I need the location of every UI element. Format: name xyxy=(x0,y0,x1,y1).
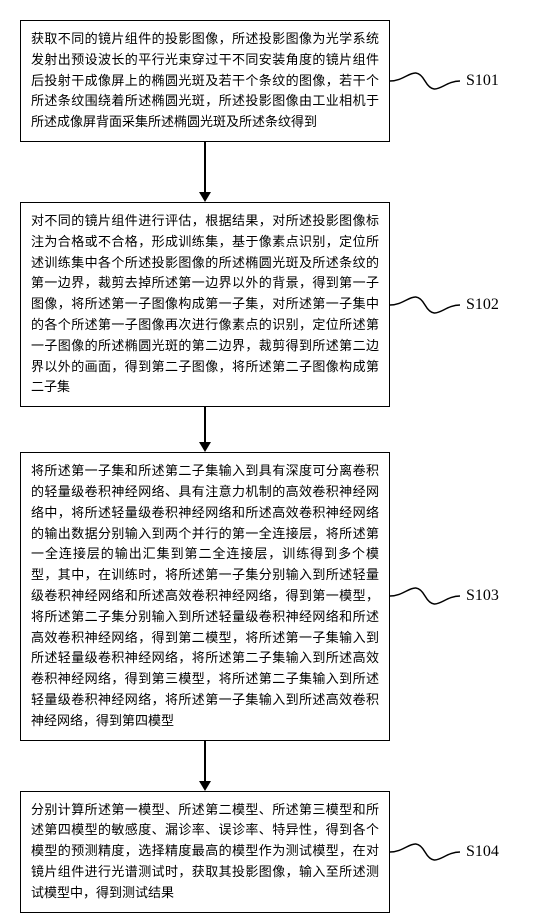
brace-icon xyxy=(390,832,460,872)
step-label: S104 xyxy=(466,843,499,861)
step-connector: S103 xyxy=(390,576,499,616)
flow-arrow xyxy=(20,142,539,202)
brace-icon xyxy=(390,576,460,616)
flow-arrow xyxy=(20,407,539,452)
flow-step-s104: 分别计算所述第一模型、所述第二模型、所述第三模型和所述第四模型的敏感度、漏诊率、… xyxy=(20,791,539,913)
step-box: 将所述第一子集和所述第二子集输入到具有深度可分离卷积的轻量级卷积神经网络、具有注… xyxy=(20,452,390,740)
flow-step-s102: 对不同的镜片组件进行评估，根据结果，对所述投影图像标注为合格或不合格，形成训练集… xyxy=(20,202,539,407)
arrow-head-icon xyxy=(199,781,211,791)
step-connector: S101 xyxy=(390,61,499,101)
step-label: S103 xyxy=(466,587,499,605)
step-box: 分别计算所述第一模型、所述第二模型、所述第三模型和所述第四模型的敏感度、漏诊率、… xyxy=(20,791,390,913)
step-connector: S104 xyxy=(390,832,499,872)
arrow-line xyxy=(204,407,206,442)
brace-icon xyxy=(390,61,460,101)
brace-icon xyxy=(390,285,460,325)
arrow-line xyxy=(204,142,206,192)
flow-arrow xyxy=(20,741,539,791)
flow-step-s101: 获取不同的镜片组件的投影图像，所述投影图像为光学系统发射出预设波长的平行光束穿过… xyxy=(20,20,539,142)
step-box: 对不同的镜片组件进行评估，根据结果，对所述投影图像标注为合格或不合格，形成训练集… xyxy=(20,202,390,407)
flow-step-s103: 将所述第一子集和所述第二子集输入到具有深度可分离卷积的轻量级卷积神经网络、具有注… xyxy=(20,452,539,740)
arrow-line xyxy=(204,741,206,781)
step-label: S101 xyxy=(466,72,499,90)
arrow-head-icon xyxy=(199,192,211,202)
step-label: S102 xyxy=(466,296,499,314)
arrow-head-icon xyxy=(199,442,211,452)
step-box: 获取不同的镜片组件的投影图像，所述投影图像为光学系统发射出预设波长的平行光束穿过… xyxy=(20,20,390,142)
step-connector: S102 xyxy=(390,285,499,325)
